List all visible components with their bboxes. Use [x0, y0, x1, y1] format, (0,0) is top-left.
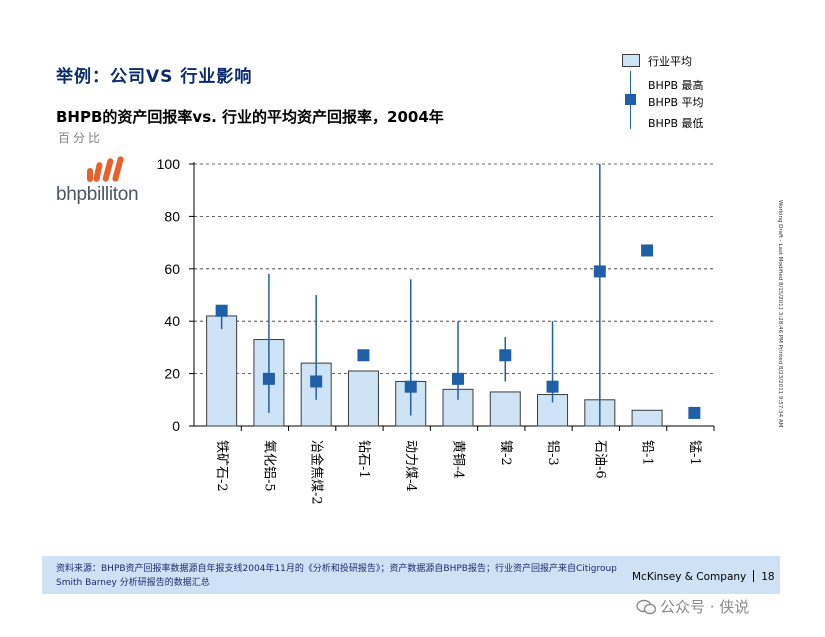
x-tick-label: 石油-6: [592, 440, 607, 479]
logo-text: bhpbilliton: [56, 184, 139, 205]
bhpb-avg-marker: [593, 265, 606, 278]
legend-marker-bhpb-avg: [625, 94, 636, 105]
watermark: 公众号 · 侠说: [636, 596, 749, 617]
brand-footer: McKinsey & Company 18: [632, 570, 775, 583]
bhpb-avg-marker: [499, 349, 512, 362]
source-note: 资料来源：BHPB资产回报率数据源自年报支线2004年11月的《分析和投研报告》…: [56, 564, 617, 588]
x-tick-label: 铁矿石-2: [214, 440, 229, 492]
bar: [206, 315, 238, 427]
bhpb-avg-marker: [262, 372, 275, 385]
chart-unit-label: 百分比: [58, 131, 104, 145]
x-tick-label: 动力煤-4: [403, 440, 418, 492]
chart-legend: 行业平均 BHPB 最高 BHPB 平均 BHPB 最低: [620, 50, 740, 135]
y-tick-label: 60: [164, 261, 180, 277]
x-tick-label: 镍-2: [498, 440, 513, 466]
bar-chart: 0 20 40 60 80 100 铁矿石-2 氧化铝-5 冶金焦煤-2 钻石-1 动力煤-4 黄铜-…: [157, 156, 715, 505]
side-note: Working Draft - Last Modified 8/15/2011 …: [758, 200, 808, 460]
bhpb-avg-marker: [310, 375, 323, 388]
x-tick-label: 冶金焦煤-2: [309, 440, 325, 505]
x-tick-label: 锰-1: [687, 440, 702, 466]
y-tick-label: 80: [164, 208, 180, 224]
chart-title: BHPB的资产回报率vs. 行业的平均资产回报率，2004年: [56, 108, 444, 126]
logo-mark-icon: [87, 156, 124, 182]
legend-label-bhpb-min: BHPB 最低: [648, 117, 704, 130]
legend-label-bhpb-max: BHPB 最高: [648, 79, 704, 92]
bhpbilliton-logo: bhpbilliton: [56, 156, 156, 212]
footer-bar: 资料来源：BHPB资产回报率数据源自年报支线2004年11月的《分析和投研报告》…: [42, 556, 780, 594]
x-tick-label: 铝-3: [545, 440, 560, 466]
bhpb-avg-marker: [404, 380, 417, 393]
legend-label-industry-avg: 行业平均: [648, 55, 692, 68]
y-tick-label: 0: [172, 418, 180, 434]
wechat-icon: [636, 599, 656, 615]
y-tick-label: 100: [157, 156, 181, 172]
side-note-text: Working Draft - Last Modified 8/15/2011 …: [777, 200, 783, 428]
bhpb-avg-marker: [641, 244, 654, 257]
x-tick-label: 氧化铝-5: [261, 440, 276, 492]
page-number: 18: [761, 571, 775, 583]
bhpb-avg-marker: [452, 372, 464, 385]
watermark-text: 公众号 · 侠说: [660, 598, 750, 616]
x-tick-label: 钻石-1: [356, 440, 371, 479]
brand-separator: [753, 570, 755, 582]
bar: [347, 370, 379, 427]
bhpb-avg-marker: [357, 349, 370, 362]
legend-label-bhpb-avg: BHPB 平均: [648, 96, 704, 109]
bhpb-avg-marker: [215, 304, 228, 317]
y-tick-label: 20: [164, 366, 180, 382]
brand-name: McKinsey & Company: [632, 571, 747, 583]
x-tick-label: 铅-1: [640, 440, 655, 466]
y-tick-label: 40: [164, 313, 180, 329]
legend-swatch-industry-avg: [622, 54, 640, 67]
bhpb-avg-marker: [546, 380, 559, 393]
bar: [489, 391, 521, 427]
bar: [631, 409, 663, 427]
bhpb-avg-marker: [688, 406, 701, 419]
slide-title: 举例：公司VS 行业影响: [56, 67, 253, 87]
x-tick-label: 黄铜-4: [451, 440, 466, 479]
